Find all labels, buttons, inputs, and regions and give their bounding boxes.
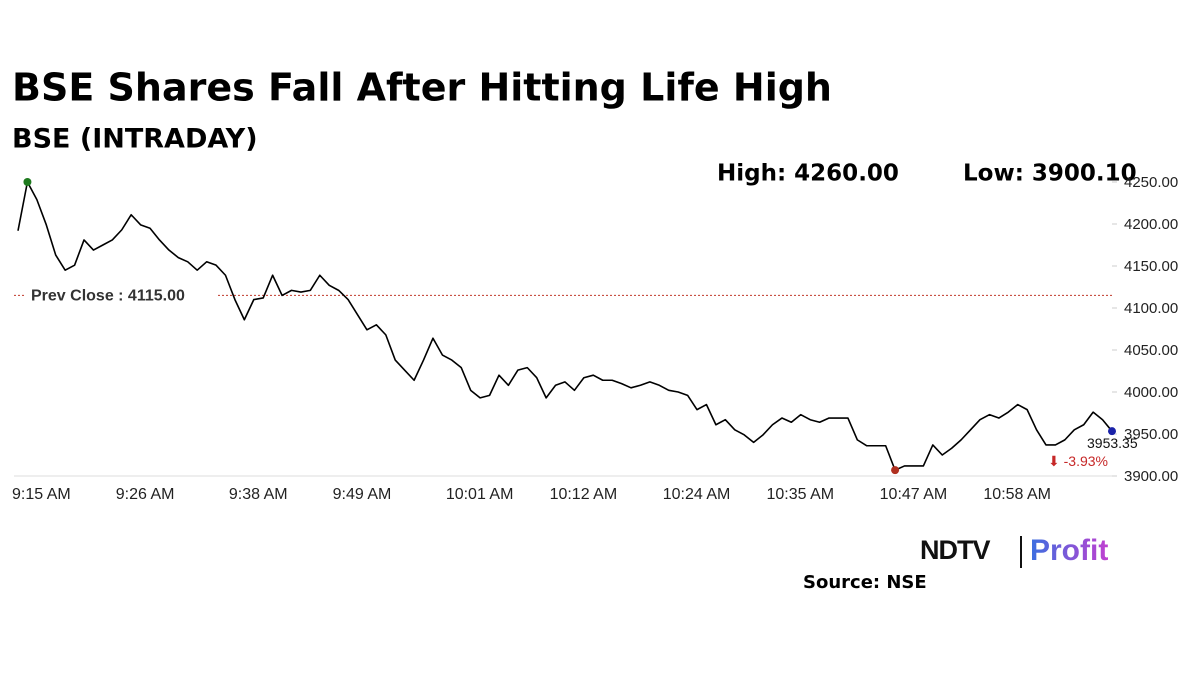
y-tick-label: 4100.00: [1124, 300, 1178, 317]
logo-left: NDTV: [920, 535, 990, 565]
y-tick-label: 3900.00: [1124, 468, 1178, 485]
x-tick-label: 10:58 AM: [983, 486, 1051, 503]
x-tick-label: 10:47 AM: [880, 486, 948, 503]
prev-close-bg: [26, 284, 216, 307]
high-label: High: 4260.00: [717, 161, 899, 187]
x-tick-label: 9:38 AM: [229, 486, 288, 503]
x-tick-label: 9:15 AM: [12, 486, 71, 503]
logo-right: Profit: [1030, 534, 1108, 567]
chart-subtitle: BSE (INTRADAY): [12, 124, 258, 155]
x-tick-label: 9:26 AM: [116, 486, 175, 503]
low-label: Low: 3900.10: [963, 161, 1137, 187]
y-tick-label: 4050.00: [1124, 342, 1178, 359]
x-tick-label: 9:49 AM: [333, 486, 392, 503]
prev-close-label: Prev Close : 4115.00: [31, 288, 185, 305]
x-tick-label: 10:24 AM: [663, 486, 731, 503]
last-marker: [1108, 427, 1116, 436]
y-tick-label: 4150.00: [1124, 258, 1178, 275]
chart-title: BSE Shares Fall After Hitting Life High: [12, 66, 832, 110]
x-tick-label: 10:35 AM: [766, 486, 834, 503]
y-tick-label: 4250.00: [1124, 174, 1178, 191]
source: Source: NSE: [803, 572, 927, 593]
last-value-label: 3953.35: [1087, 435, 1138, 451]
y-tick-label: 4200.00: [1124, 216, 1178, 233]
price-line: [17, 181, 1113, 471]
y-tick-label: 3950.00: [1124, 426, 1178, 443]
high-marker: [23, 178, 32, 186]
y-tick-label: 4000.00: [1124, 384, 1178, 401]
x-tick-label: 10:01 AM: [446, 486, 514, 503]
low-marker: [891, 466, 900, 475]
x-tick-label: 10:12 AM: [550, 486, 618, 503]
change-label: ⬇ -3.93%: [1048, 453, 1108, 469]
